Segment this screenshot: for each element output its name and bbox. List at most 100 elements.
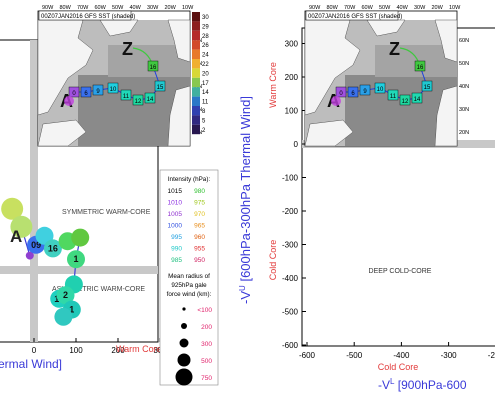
legend-radius-title-3: force wind (km): [167,291,212,298]
inset-colorbar-cell [192,96,200,106]
legend-intensity-value: 960 [194,234,205,241]
inset-track-point [68,86,80,98]
inset-lon-label: 10W [449,5,461,11]
map-inset-right: 90W 80W 70W 60W 50W 40W 30W 20W 10W 00Z07JAN2016 … [304,5,469,147]
inset-lon-label: 80W [60,5,72,11]
inset-land-africa [167,85,191,147]
inset-lat-label: 60N [459,38,469,44]
left-zero-vertical-band [30,40,38,342]
inset-colorbar-tick: 30 [202,15,209,21]
legend-intensity-title: Intensity (hPa): [168,176,211,183]
thermal-wind-axis-label: -VU [600hPa-300hPa Thermal Wind] [238,96,253,304]
inset-colorbar-tick: 20 [202,71,209,77]
inset-track-point-label: 15 [157,85,164,91]
legend-intensity-value: 1000 [168,223,183,230]
inset-lon-label: 90W [309,5,321,11]
inset-track-point-label: 12 [402,99,409,105]
inset-track-point [387,89,399,101]
inset-title: 00Z07JAN2016 GFS SST (shaded) [41,14,135,20]
left-track-marker-label: 1 [73,254,78,264]
left-zero-horizontal-band [0,266,158,274]
left-x-tick-label: 0 [32,346,37,355]
right-y-tick-label: -200 [282,207,299,216]
left-phase-plot: SYMMETRIC WARM-CORE ASYMMETRIC WARM-CORE… [0,39,167,371]
inset-track-point-label: 10 [110,87,117,93]
legend-radius-dot [182,307,186,311]
legend-intensity-value: 995 [171,234,182,241]
right-x-tick-label: -200 [488,351,495,360]
inset-colorbar-cell [192,21,200,31]
left-track-marker-label: 09 [31,240,41,250]
inset-land-europe [434,19,458,63]
inset-track-point [421,80,433,92]
right-y-tick-label: 300 [285,40,299,49]
right-cold-core-y-group: Cold Core [268,240,278,281]
inset-colorbar-tick: 26 [202,43,209,49]
legend-intensity-rows: 1015 980 1010 975 1005 970 1000 965 995 960 990 955… [168,188,206,264]
inset-land-caribbean [37,119,87,147]
inset-track-point [92,84,104,96]
inset-lon-label: 30W [147,5,159,11]
left-warm-core-label: Warm Core [116,344,162,354]
inset-lon-label: 70W [344,5,356,11]
right-cold-core-y-label: Cold Core [268,240,278,281]
inset-track-point-label: 16 [150,65,157,71]
right-x-ticks: -600 -500 -400 -300 -200 [299,342,495,360]
inset-track-point-label: 12 [135,99,142,105]
legend-radius-dot [181,323,187,329]
map-inset-left: 90W 80W 70W 60W 50W 40W 30W 20W 10W 00Z07JAN2016 … [37,5,209,147]
legend-intensity-value: 990 [171,246,182,253]
left-track-marker [54,307,73,326]
inset-track-point-label: 9 [96,89,100,95]
right-y-ticks: 300 200 100 0 -100 -200 -300 -400 -500 -600 [282,40,306,350]
right-warm-core-y-group: Warm Core [268,62,278,108]
asymmetric-warm-core-label: ASYMMETRIC WARM-CORE [52,286,145,293]
inset-lat-label: 50N [459,61,469,67]
inset-colorbar-cell [192,87,200,97]
right-y-tick-label: -400 [282,274,299,283]
inset-track-point [154,80,166,92]
thermal-wind-axis-label-group: -VU [600hPa-300hPa Thermal Wind] [238,96,253,304]
inset-lon-label: 50W [379,5,391,11]
inset-track-point [399,94,411,106]
inset-colorbar-tick: 28 [202,34,209,40]
inset-start-dot [331,96,341,106]
inset-land-africa [434,85,458,147]
inset-colorbar-cell [192,77,200,88]
legend-radius-value: 750 [201,375,212,382]
left-track-marker [67,250,85,269]
inset-title-box [305,10,399,21]
inset-colorbar-tick: 24 [202,53,209,59]
inset-colorbar-cell [192,59,200,69]
inset-track-point-label: 16 [417,65,424,71]
inset-lon-label: 90W [42,5,54,11]
inset-land-caribbean [304,119,354,147]
left-track-marker [25,251,34,260]
inset-lon-label: 80W [327,5,339,11]
inset-colorbar-cell [192,68,200,78]
right-y-tick-label: -100 [282,174,299,183]
inset-track-point-label: 9 [363,89,367,95]
inset-colorbar-cell [192,30,200,41]
right-cold-core-x-label: Cold Core [378,362,419,372]
right-y-tick-label: -300 [282,241,299,250]
left-track-marker-label: 2 [63,290,68,300]
inset-land-europe [167,19,191,63]
inset-track-point [374,82,386,94]
inset-colorbar-cell [192,115,200,125]
inset-track-point-label: 11 [123,94,130,100]
legend-radius-value: 200 [201,324,212,331]
inset-lon-label: 20W [165,5,177,11]
legend-intensity-value: 950 [194,257,205,264]
legend-radius-dot [177,353,191,367]
right-x-tick-label: -300 [441,351,458,360]
right-y-tick-label: 0 [294,140,299,149]
inset-track-point [359,84,371,96]
right-x-tick-label: -400 [393,351,410,360]
inset-track-point-label: 15 [424,85,431,91]
legend-radius-value: 300 [201,341,212,348]
left-track-marker [10,215,33,238]
legend-radius-value: <100 [197,307,212,314]
